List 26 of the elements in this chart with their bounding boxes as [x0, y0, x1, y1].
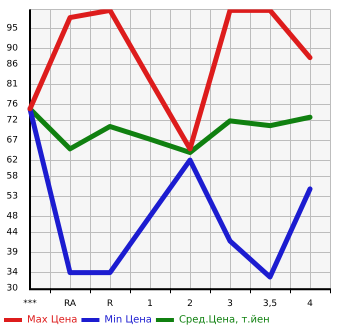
legend-label: Min Цена: [104, 314, 152, 326]
y-tick-label: 48: [6, 211, 18, 222]
y-tick-label: 58: [6, 171, 18, 182]
y-tick-label: 34: [6, 268, 18, 278]
y-tick-label: 62: [6, 155, 18, 166]
x-tick-label: 3,5: [262, 298, 278, 309]
y-tick-label: 53: [6, 191, 18, 202]
y-tick-label: 90: [6, 43, 18, 54]
x-tick-label: 2: [187, 298, 193, 309]
y-tick-label: 67: [6, 135, 18, 146]
y-tick-label: 44: [6, 227, 18, 238]
legend-label: Max Цена: [27, 314, 78, 326]
x-tick-label: RA: [64, 298, 77, 309]
x-tick-label: 3: [227, 298, 233, 309]
legend-label: Сред.Цена, т.йен: [178, 314, 270, 326]
y-tick-label: 81: [6, 79, 18, 90]
x-tick-label: ***: [23, 298, 38, 309]
y-tick-label: 39: [6, 248, 18, 258]
y-tick-label: 86: [6, 59, 18, 70]
y-tick-label: 76: [6, 99, 18, 110]
x-tick-label: 1: [147, 298, 153, 309]
x-tick-label: 4: [307, 298, 314, 309]
y-tick-label: 72: [6, 115, 18, 126]
y-tick-label: 30: [6, 284, 18, 294]
y-tick-label: 95: [6, 23, 18, 34]
x-tick-label: R: [106, 298, 114, 309]
